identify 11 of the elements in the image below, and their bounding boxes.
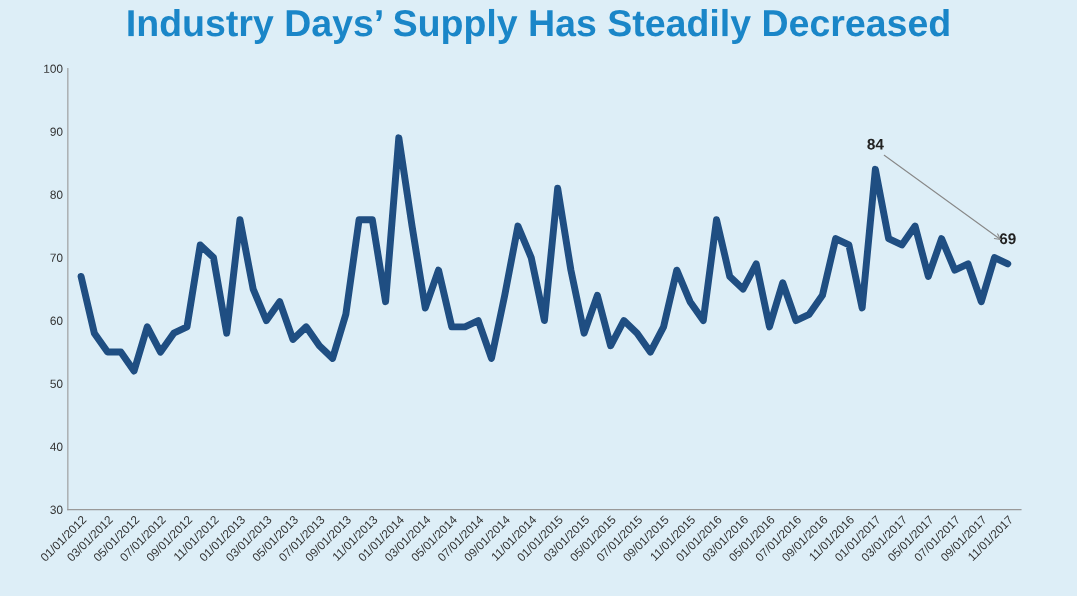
y-tick-label: 60 <box>50 316 63 325</box>
y-tick-label: 50 <box>50 379 63 388</box>
y-tick-label: 30 <box>50 505 63 514</box>
y-tick-label: 40 <box>50 442 63 451</box>
chart-title: Industry Days’ Supply Has Steadily Decreased <box>128 8 949 44</box>
annotation: 69 <box>999 233 1016 245</box>
y-tick-label: 80 <box>50 190 63 199</box>
y-tick-label: 70 <box>50 253 63 262</box>
y-tick-label: 100 <box>44 64 63 73</box>
y-tick-label: 90 <box>50 127 63 136</box>
annotation: 84 <box>867 138 884 150</box>
